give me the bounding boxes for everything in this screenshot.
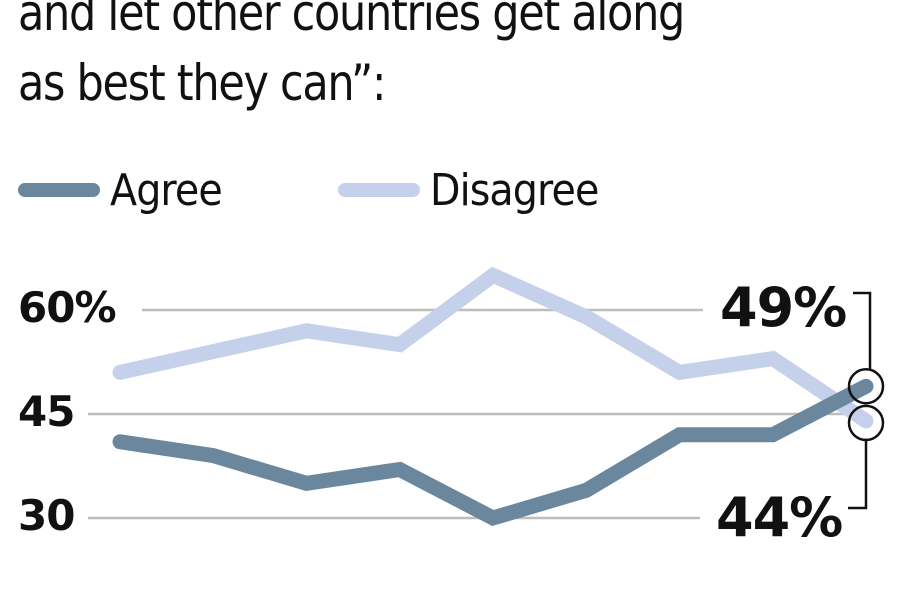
agree-swatch-icon [18,183,100,197]
disagree-leader-line [848,439,868,510]
legend-label-agree: Agree [110,164,223,216]
agree-leader-line [853,291,872,370]
agree-end-label: 49% [720,276,847,339]
legend-item-agree: Agree [18,160,234,220]
legend-label-disagree: Disagree [430,164,599,216]
legend-item-disagree: Disagree [338,160,617,220]
gridlines [88,308,850,520]
chart-title: and let other countries get along as bes… [18,0,775,118]
series-lines [112,266,874,527]
y-tick-30: 30 [18,491,75,540]
y-tick-60: 60% [18,283,117,332]
agree-endpoint-circle-icon [847,368,885,405]
series-line-disagree [112,266,874,429]
disagree-swatch-icon [338,183,420,197]
series-line-agree [112,378,874,527]
disagree-end-label: 44% [716,486,843,549]
callouts [847,291,885,510]
title-line-2: as best they can”: [18,54,387,112]
y-tick-45: 45 [18,387,75,436]
title-line-1: and let other countries get along [18,0,685,42]
